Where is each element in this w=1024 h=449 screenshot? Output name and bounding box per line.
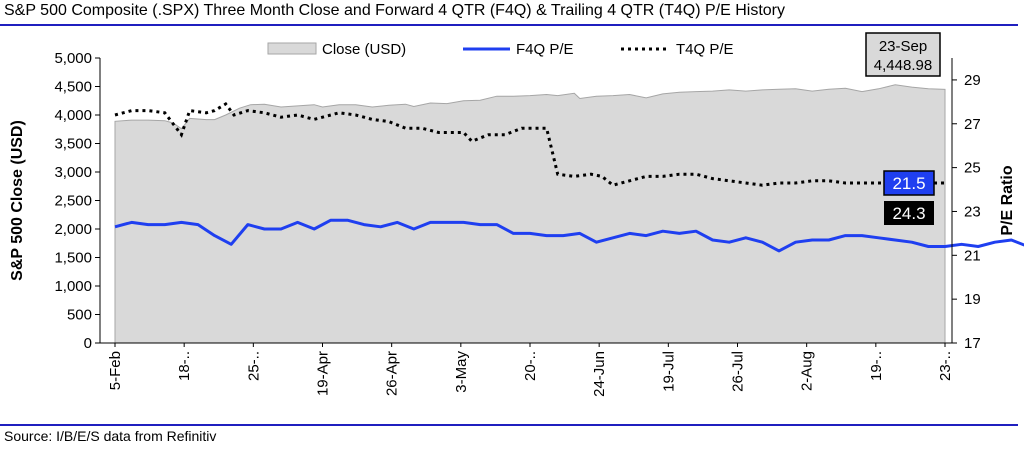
x-tick-label: 23-.. [937,351,954,381]
y2-axis-label: P/E Ratio [999,165,1016,235]
y-tick-label: 3,500 [54,136,92,153]
y2-tick-label: 19 [964,291,981,308]
t4q-callout-box [884,201,934,225]
x-tick-label: 2-Aug [799,351,816,391]
x-tick-label: 5-Feb [107,351,124,390]
y2-tick-label: 29 [964,72,981,89]
y-axis-label: S&P 500 Close (USD) [9,120,26,281]
x-tick-label: 19-.. [868,351,885,381]
y-tick-label: 4,500 [54,79,92,96]
y-tick-label: 5,000 [54,50,92,67]
legend-f4q-label: F4Q P/E [516,41,574,58]
y2-tick-label: 17 [964,335,981,352]
f4q-callout-box [883,170,935,196]
x-tick-label: 18-.. [176,351,193,381]
y-tick-label: 1,000 [54,278,92,295]
y2-tick-label: 21 [964,247,981,264]
chart-title: S&P 500 Composite (.SPX) Three Month Clo… [4,2,785,19]
legend-close-label: Close (USD) [322,41,406,58]
y-tick-label: 3,000 [54,164,92,181]
x-tick-label: 19-Apr [315,351,332,396]
bottom-rule [0,424,1018,426]
series-close-area [114,84,946,344]
t4q-callout-value: 24.3 [892,204,925,223]
y-tick-label: 2,500 [54,193,92,210]
last-close-label: 4,448.98 [874,57,932,74]
x-tick-label: 26-Apr [384,351,401,396]
last-value-box [865,32,941,77]
y2-tick-label: 25 [964,160,981,177]
f4q-callout-value: 21.5 [892,174,925,193]
source-note: Source: I/B/E/S data from Refinitiv [4,428,217,444]
series-t4q-line [114,102,945,187]
y-tick-label: 2,000 [54,221,92,238]
last-date-label: 23-Sep [879,38,927,55]
x-tick-label: 25-.. [245,351,262,381]
y-tick-label: 4,000 [54,107,92,124]
top-rule [0,24,1018,26]
x-tick-label: 20-.. [522,351,539,381]
series-f4q-line [114,218,1024,253]
x-tick-label: 3-May [453,351,470,393]
legend-close-swatch [267,42,317,55]
x-tick-label: 26-Jul [730,351,747,392]
y2-tick-label: 23 [964,203,981,220]
y-tick-label: 1,500 [54,250,92,267]
legend-t4q-label: T4Q P/E [676,41,734,58]
y-tick-label: 500 [67,307,92,324]
x-tick-label: 24-Jun [591,351,608,397]
x-tick-label: 19-Jul [660,351,677,392]
y-tick-label: 0 [84,335,92,352]
y2-tick-label: 27 [964,116,981,133]
